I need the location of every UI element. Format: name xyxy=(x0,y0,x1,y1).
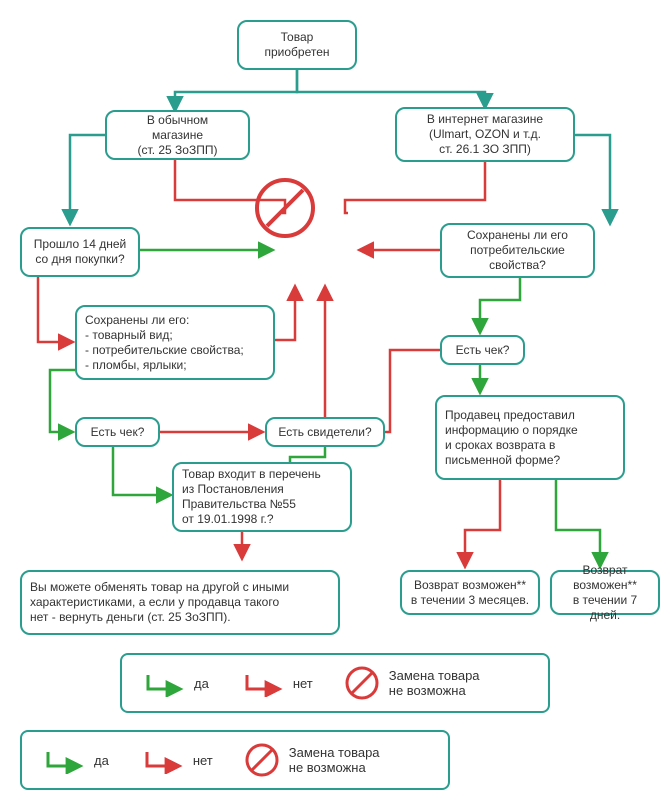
edge-1 xyxy=(297,70,485,107)
legend-prohibited: Замена товара не возможна xyxy=(243,741,380,779)
node-label: Продавец предоставил информацию о порядк… xyxy=(445,408,578,468)
node-label: Товар входит в перечень из Постановления… xyxy=(182,467,321,527)
edge-19 xyxy=(465,480,500,566)
legend-yes: да xyxy=(40,746,109,774)
node-n_seller: Продавец предоставил информацию о порядк… xyxy=(435,395,625,480)
node-label: В обычном магазине (ст. 25 ЗоЗПП) xyxy=(138,113,218,158)
node-label: Товар приобретен xyxy=(264,30,329,60)
node-n_online: В интернет магазине (Ulmart, OZON и т.д.… xyxy=(395,107,575,162)
node-label: Есть свидетели? xyxy=(278,425,371,440)
node-label: Вы можете обменять товар на другой с ины… xyxy=(30,580,289,625)
edge-2 xyxy=(70,135,105,223)
node-label: Возврат возможен** в течении 3 месяцев. xyxy=(411,578,529,608)
node-n_start: Товар приобретен xyxy=(237,20,357,70)
node-label: Возврат возможен** в течении 7 дней. xyxy=(560,563,650,623)
node-n_ret3m: Возврат возможен** в течении 3 месяцев. xyxy=(400,570,540,615)
legend-yes-label: да xyxy=(194,676,209,691)
node-n_props1: Сохранены ли его: - товарный вид; - потр… xyxy=(75,305,275,380)
edge-14 xyxy=(385,350,440,432)
legend-prohibited-label: Замена товара не возможна xyxy=(289,745,380,775)
prohibition-symbol xyxy=(250,173,320,248)
node-n_ret7d: Возврат возможен** в течении 7 дней. xyxy=(550,570,660,615)
legend-no-label: нет xyxy=(193,753,213,768)
legend-box-0: да нет Замена товара не возможна xyxy=(120,653,550,713)
node-n_post55: Товар входит в перечень из Постановления… xyxy=(172,462,352,532)
edge-11 xyxy=(50,370,75,432)
legend-yes: да xyxy=(140,669,209,697)
node-label: Есть чек? xyxy=(91,425,145,440)
edge-16 xyxy=(113,447,170,495)
edge-9 xyxy=(480,278,520,332)
node-label: Прошло 14 дней со дня покупки? xyxy=(34,237,126,267)
prohibition-icon xyxy=(343,664,381,702)
legend-prohibited: Замена товара не возможна xyxy=(343,664,480,702)
node-n_check2: Есть чек? xyxy=(440,335,525,365)
node-label: Сохранены ли его потребительские свойств… xyxy=(467,228,568,273)
edge-17 xyxy=(290,447,325,462)
prohibition-icon xyxy=(243,741,281,779)
legend-no: нет xyxy=(139,746,213,774)
node-n_witness: Есть свидетели? xyxy=(265,417,385,447)
node-n_props2: Сохранены ли его потребительские свойств… xyxy=(440,223,595,278)
node-label: Есть чек? xyxy=(456,343,510,358)
legend-prohibited-label: Замена товара не возможна xyxy=(389,668,480,698)
edge-8 xyxy=(38,277,72,342)
edge-20 xyxy=(556,480,600,566)
node-n_result: Вы можете обменять товар на другой с ины… xyxy=(20,570,340,635)
edge-10 xyxy=(275,287,295,340)
legend-box-1: да нет Замена товара не возможна xyxy=(20,730,450,790)
edge-3 xyxy=(575,135,610,223)
legend-no: нет xyxy=(239,669,313,697)
legend-yes-label: да xyxy=(94,753,109,768)
node-n_offline: В обычном магазине (ст. 25 ЗоЗПП) xyxy=(105,110,250,160)
legend-no-label: нет xyxy=(293,676,313,691)
edge-0 xyxy=(175,70,297,110)
node-n_check1: Есть чек? xyxy=(75,417,160,447)
node-label: Сохранены ли его: - товарный вид; - потр… xyxy=(85,313,244,373)
edge-5 xyxy=(345,162,485,213)
node-label: В интернет магазине (Ulmart, OZON и т.д.… xyxy=(427,112,543,157)
node-n_14days: Прошло 14 дней со дня покупки? xyxy=(20,227,140,277)
